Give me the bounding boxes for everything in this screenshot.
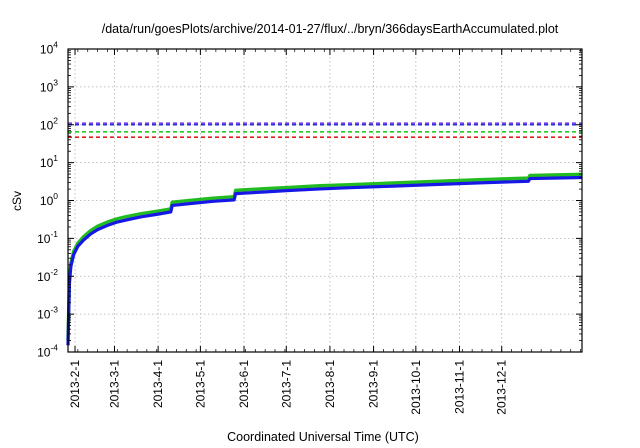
y-tick-label: 104 bbox=[40, 40, 58, 57]
y-tick-labels: 10-4 10-3 10-2 10-1 100 101 102 103 104 bbox=[37, 40, 58, 360]
y-tick-label: 10-4 bbox=[37, 343, 58, 360]
y-tick-label: 100 bbox=[40, 191, 58, 208]
x-tick-label: 2013-6-1 bbox=[237, 360, 251, 408]
x-tick-label: 2013-12-1 bbox=[495, 360, 509, 415]
reference-lines bbox=[68, 122, 582, 138]
x-tick-labels: 2013-2-1 2013-3-1 2013-4-1 2013-5-1 2013-6-1… bbox=[68, 360, 509, 415]
y-tick-label: 103 bbox=[40, 77, 58, 94]
y-tick-label: 10-1 bbox=[37, 229, 58, 246]
y-tick-label: 101 bbox=[40, 153, 58, 170]
x-tick-label: 2013-5-1 bbox=[193, 360, 207, 408]
y-tick-label: 10-3 bbox=[37, 305, 58, 322]
series-line bbox=[66, 175, 583, 346]
x-axis-label: Coordinated Universal Time (UTC) bbox=[227, 430, 419, 444]
series-line bbox=[66, 172, 583, 341]
x-tick-label: 2013-2-1 bbox=[68, 360, 82, 408]
x-tick-label: 2013-3-1 bbox=[107, 360, 121, 408]
grid bbox=[68, 49, 582, 352]
y-tick-label: 102 bbox=[40, 115, 58, 132]
data-series bbox=[66, 172, 583, 346]
x-tick-label: 2013-4-1 bbox=[151, 360, 165, 408]
y-tick-label: 10-2 bbox=[37, 267, 58, 284]
x-tick-label: 2013-7-1 bbox=[279, 360, 293, 408]
x-tick-label: 2013-10-1 bbox=[409, 360, 423, 415]
y-axis-label: cSv bbox=[10, 191, 24, 211]
x-tick-label: 2013-11-1 bbox=[452, 360, 466, 414]
plot-frame bbox=[67, 48, 583, 353]
axes bbox=[67, 48, 583, 353]
x-tick-label: 2013-8-1 bbox=[323, 360, 337, 408]
x-tick-label: 2013-9-1 bbox=[367, 360, 381, 408]
chart-title: /data/run/goesPlots/archive/2014-01-27/f… bbox=[102, 22, 559, 36]
